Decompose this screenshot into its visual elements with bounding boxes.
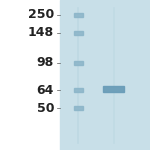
Bar [74,13,82,17]
Bar [103,86,124,92]
Text: 148: 148 [28,27,54,39]
Text: 50: 50 [36,102,54,114]
Text: 250: 250 [28,9,54,21]
Bar [60,0,148,150]
Bar [74,61,82,65]
Bar [0,0,60,150]
Bar [74,106,82,110]
Text: 98: 98 [37,57,54,69]
Bar [74,31,82,35]
Text: 64: 64 [37,84,54,96]
Bar [74,88,82,92]
